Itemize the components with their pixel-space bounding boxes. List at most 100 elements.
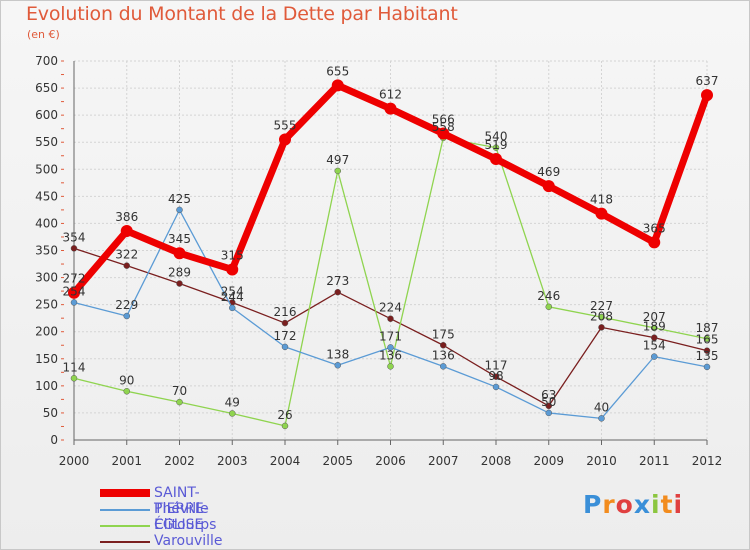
chart-title: Evolution du Montant de la Dette par Hab… — [26, 3, 458, 25]
y-tick-label: 300 — [35, 271, 58, 285]
data-label-theville: 138 — [326, 347, 349, 361]
data-point-clitourps — [123, 388, 130, 395]
data-point-clitourps — [598, 313, 605, 321]
data-label-saint-pierre-eglise: 386 — [115, 210, 138, 224]
data-label-varouville: 322 — [115, 248, 138, 262]
data-point-saint-pierre-eglise — [331, 79, 344, 92]
data-label-saint-pierre-eglise: 555 — [274, 119, 297, 133]
data-point-varouville — [70, 245, 78, 252]
data-label-theville: 171 — [379, 329, 402, 343]
data-point-theville — [598, 415, 605, 422]
data-label-theville: 254 — [63, 284, 86, 298]
data-point-clitourps — [545, 303, 552, 311]
x-tick-label: 2008 — [481, 454, 512, 468]
data-label-clitourps: 70 — [172, 384, 187, 398]
data-point-theville — [176, 206, 183, 214]
proxiti-logo: Proxiti — [583, 490, 683, 519]
data-label-clitourps: 187 — [696, 321, 719, 335]
data-label-saint-pierre-eglise: 418 — [590, 193, 613, 207]
data-point-varouville — [176, 280, 183, 287]
logo-letter: o — [615, 490, 634, 519]
y-tick-label: 450 — [35, 189, 58, 203]
y-tick-label: 50 — [43, 406, 58, 420]
y-tick-label: 150 — [35, 352, 58, 366]
x-tick-label: 2000 — [59, 454, 90, 468]
data-point-clitourps — [334, 167, 341, 175]
legend-swatch — [100, 541, 150, 543]
data-point-theville — [651, 353, 658, 360]
data-label-varouville: 117 — [485, 359, 508, 373]
data-point-theville — [70, 299, 78, 306]
data-label-theville: 172 — [274, 329, 297, 343]
data-label-saint-pierre-eglise: 315 — [221, 248, 244, 262]
data-point-varouville — [651, 334, 658, 341]
x-tick-label: 2001 — [111, 454, 142, 468]
data-point-clitourps — [387, 363, 394, 370]
data-point-saint-pierre-eglise — [595, 207, 608, 220]
data-label-clitourps: 90 — [119, 373, 134, 387]
x-tick-label: 2003 — [217, 454, 248, 468]
data-point-varouville — [492, 373, 500, 380]
y-tick-label: 100 — [35, 379, 58, 393]
data-point-clitourps — [229, 410, 236, 417]
data-label-varouville: 175 — [432, 327, 455, 341]
data-labels: 354 322 289 254 216 273 224 175 117 63 208 189 165 11… — [63, 64, 719, 422]
data-point-varouville — [334, 288, 341, 296]
data-point-theville — [703, 363, 711, 371]
data-point-theville — [123, 312, 130, 320]
data-label-theville: 136 — [432, 348, 455, 362]
data-label-varouville: 165 — [696, 333, 719, 347]
data-point-clitourps — [651, 324, 658, 332]
x-tick-label: 2009 — [533, 454, 564, 468]
logo-letter: r — [602, 490, 616, 519]
data-label-clitourps: 207 — [643, 310, 666, 324]
data-label-varouville: 289 — [168, 266, 191, 280]
legend-label: Clitourps — [154, 517, 217, 533]
data-label-clitourps: 558 — [432, 120, 455, 134]
data-point-saint-pierre-eglise — [648, 236, 661, 249]
data-point-saint-pierre-eglise — [701, 89, 713, 102]
data-label-theville: 154 — [643, 339, 666, 353]
data-point-varouville — [281, 319, 289, 327]
data-label-clitourps: 136 — [379, 348, 402, 362]
data-point-saint-pierre-eglise — [384, 102, 397, 115]
data-point-clitourps — [281, 422, 289, 430]
data-label-varouville: 63 — [541, 388, 556, 402]
x-tick-label: 2002 — [164, 454, 195, 468]
data-label-varouville: 224 — [379, 301, 402, 315]
x-tick-label: 2010 — [586, 454, 617, 468]
y-tick-label: 600 — [35, 108, 58, 122]
x-tick-label: 2006 — [375, 454, 406, 468]
data-label-saint-pierre-eglise: 612 — [379, 88, 402, 102]
series-lines — [68, 79, 713, 430]
data-label-saint-pierre-eglise: 566 — [432, 113, 455, 127]
x-tick-label: 2012 — [692, 454, 723, 468]
data-point-saint-pierre-eglise — [490, 152, 502, 165]
data-point-saint-pierre-eglise — [279, 133, 291, 146]
data-point-theville — [334, 362, 341, 369]
data-point-saint-pierre-eglise — [226, 263, 239, 276]
data-label-theville: 244 — [221, 290, 244, 304]
data-point-varouville — [598, 324, 605, 331]
data-label-clitourps: 26 — [277, 408, 292, 422]
data-label-varouville: 354 — [63, 230, 86, 244]
data-point-theville — [440, 363, 447, 370]
legend-label: SAINT-PIERRE-ÉGLISE — [154, 485, 209, 533]
data-label-saint-pierre-eglise: 345 — [168, 232, 191, 246]
y-tick-label: 550 — [35, 135, 58, 149]
data-label-varouville: 273 — [326, 274, 349, 288]
x-tick-label: 2011 — [639, 454, 670, 468]
data-point-varouville — [440, 342, 447, 349]
logo-letter: i — [651, 490, 661, 519]
y-tick-label: 650 — [35, 81, 58, 95]
legend-label: Théville — [154, 501, 209, 517]
data-label-saint-pierre-eglise: 469 — [537, 165, 560, 179]
legend-swatch — [100, 525, 150, 527]
data-point-saint-pierre-eglise — [68, 286, 80, 299]
data-label-saint-pierre-eglise: 655 — [326, 64, 349, 78]
data-point-saint-pierre-eglise — [120, 225, 133, 238]
logo-letter: P — [583, 490, 603, 519]
data-label-saint-pierre-eglise: 272 — [63, 272, 86, 286]
